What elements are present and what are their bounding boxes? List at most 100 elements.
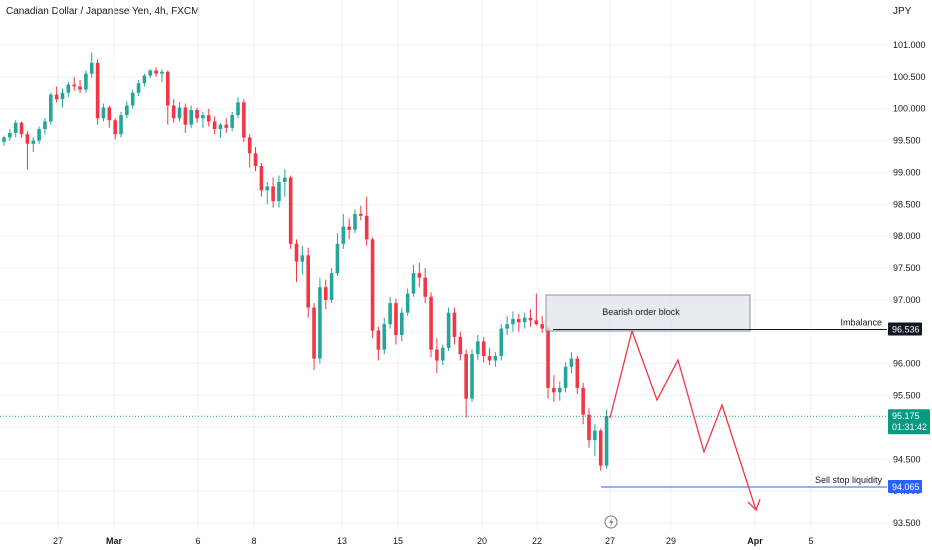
candle-body (353, 213, 357, 230)
candle-body (177, 107, 182, 119)
candle-body (429, 296, 433, 350)
price-tick-label: 97.500 (893, 263, 921, 273)
candle-body (101, 107, 106, 119)
candle-body (95, 62, 100, 119)
candle-body (160, 71, 164, 74)
candle-body (300, 255, 305, 262)
price-tick-label: 100.500 (893, 72, 926, 82)
candle-body (341, 226, 346, 244)
order-block-box[interactable] (545, 294, 751, 332)
candle-body (130, 92, 135, 106)
candle-body (563, 366, 568, 388)
candle-body (593, 430, 597, 441)
candle-body (376, 330, 381, 350)
candle-body (335, 243, 340, 274)
lightning-icon[interactable] (604, 515, 618, 529)
candle-body (464, 354, 468, 399)
candle-body (388, 303, 392, 325)
candle-body (206, 115, 211, 122)
candle-body (283, 177, 287, 183)
candle-body (166, 71, 170, 106)
candle-body (575, 358, 580, 388)
candle-body (136, 83, 141, 93)
candle-body (400, 312, 404, 335)
candle-body (481, 341, 486, 357)
candle-body (224, 124, 229, 128)
imbalance-label: Imbalance (840, 318, 882, 328)
candle-body (66, 84, 71, 93)
time-tick-label: 5 (808, 536, 813, 546)
candle-body (581, 387, 585, 415)
candle-body (84, 73, 88, 90)
candle-body (511, 319, 515, 325)
candle-body (522, 317, 527, 323)
candle-body (517, 319, 521, 323)
candle-body (54, 94, 59, 100)
candle-body (89, 62, 94, 74)
price-tick-label: 100.000 (893, 104, 926, 114)
candle-body (505, 324, 509, 329)
candle-body (329, 273, 334, 300)
currency-unit: JPY (893, 6, 912, 17)
candle-body (78, 86, 82, 90)
candle-body (364, 215, 369, 240)
candle-body (423, 277, 427, 297)
candle-body (154, 70, 158, 74)
candle-body (142, 75, 147, 84)
price-tags: 96.536 95.175 01:31:42 94.065 (888, 322, 930, 493)
candle-body (195, 110, 199, 119)
candle-body (218, 124, 223, 130)
candle-body (487, 356, 492, 361)
price-tick-label: 98.500 (893, 199, 921, 209)
candle-body (60, 92, 65, 100)
order-block-label: Bearish order block (602, 307, 680, 317)
time-tick-label: 27 (53, 536, 63, 546)
candle-body (125, 105, 129, 116)
candle-body (253, 153, 258, 167)
candle-body (370, 239, 375, 331)
candle-body (201, 115, 205, 119)
candle-body (382, 324, 387, 350)
candle-body (359, 213, 363, 216)
candle-body (43, 121, 47, 130)
candle-body (19, 122, 24, 135)
price-axis[interactable]: 101.000 100.500 100.000 99.500 99.000 98.500 9… (893, 40, 926, 528)
projection-arrowhead (747, 498, 761, 512)
candle-body (323, 287, 328, 300)
candle-body (2, 137, 6, 142)
candle-body (288, 177, 293, 244)
annotation-layer: Bearish order block Imbalance Sell stop … (0, 294, 887, 512)
time-axis[interactable]: 27 Mar 6 8 13 15 20 22 27 29 Apr 5 (53, 536, 814, 546)
candle-body (470, 354, 474, 399)
projection-path[interactable] (609, 328, 757, 511)
candle-body (277, 182, 281, 202)
candle-body (25, 134, 30, 144)
candle-body (440, 347, 445, 361)
price-tick-label: 101.000 (893, 40, 926, 50)
candle-body (569, 358, 574, 367)
candle-body (113, 120, 117, 135)
candle-body (493, 356, 498, 361)
current-price-tag (888, 409, 930, 435)
grid-lines (0, 0, 887, 530)
time-tick-label: 22 (532, 536, 542, 546)
candle-body (394, 303, 398, 335)
candle-body (171, 105, 176, 119)
candle-body (230, 115, 234, 128)
price-tick-label: 96.000 (893, 359, 921, 369)
current-price-value: 95.175 (892, 411, 920, 421)
imbalance-price-value: 96.536 (892, 325, 920, 335)
imbalance-price-tag (888, 322, 922, 336)
candle-body (452, 312, 457, 337)
time-tick-label: 20 (477, 536, 487, 546)
time-tick-label: 6 (195, 536, 200, 546)
liquidity-price-tag (888, 479, 922, 493)
price-tick-label: 95.500 (893, 391, 921, 401)
candle-body (499, 328, 504, 357)
candle-body (528, 317, 533, 321)
candle-body (119, 115, 123, 135)
candle-body (598, 430, 603, 466)
price-tick-label: 94.500 (893, 454, 921, 464)
candle-body (294, 243, 299, 262)
